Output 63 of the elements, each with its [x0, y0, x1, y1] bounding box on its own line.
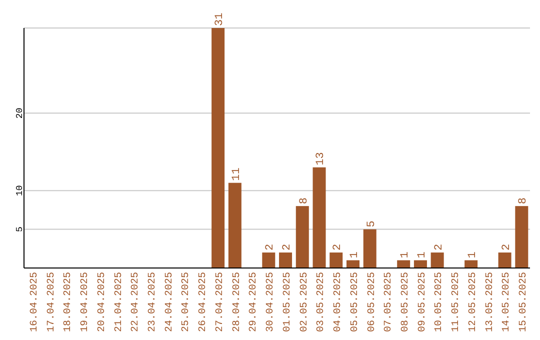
- x-tick-label: 06.05.2025: [366, 272, 378, 332]
- bar: [430, 252, 444, 268]
- x-tick-label: 24.04.2025: [164, 272, 176, 332]
- x-tick-label: 22.04.2025: [130, 272, 142, 332]
- x-tick-label: 01.05.2025: [282, 272, 294, 332]
- bar: [330, 252, 343, 268]
- data-label: 8: [518, 197, 530, 204]
- x-tick-label: 09.05.2025: [417, 272, 428, 332]
- bar: [397, 260, 410, 268]
- y-tick-label: 10: [15, 185, 25, 196]
- y-tick-label: 5: [15, 226, 25, 232]
- bar: [515, 206, 528, 268]
- x-tick-label: 23.04.2025: [148, 272, 158, 332]
- bar: [363, 229, 376, 268]
- data-label: 31: [214, 12, 226, 26]
- data-label: 2: [332, 244, 344, 251]
- data-label: 11: [230, 167, 243, 181]
- x-tick-label: 11.05.2025: [451, 272, 462, 332]
- x-tick-label: 29.04.2025: [248, 272, 260, 332]
- data-label: 1: [348, 251, 361, 258]
- data-label: 1: [416, 251, 428, 258]
- x-tick-label: 19.04.2025: [80, 272, 92, 332]
- data-label: 1: [400, 251, 412, 258]
- data-label: 2: [433, 244, 446, 251]
- y-tick-label: 20: [15, 108, 25, 119]
- x-tick-label: 18.04.2025: [63, 272, 74, 332]
- x-tick-label: 13.05.2025: [484, 272, 496, 332]
- x-tick-label: 30.04.2025: [266, 272, 277, 332]
- bar: [296, 206, 309, 268]
- x-tick-label: 26.04.2025: [198, 272, 210, 332]
- x-tick-label: 15.05.2025: [518, 272, 530, 332]
- x-tick-label: 21.04.2025: [114, 272, 125, 332]
- bar: [498, 252, 512, 268]
- x-tick-label: 25.04.2025: [181, 272, 192, 332]
- x-tick-label: 28.04.2025: [232, 272, 243, 332]
- x-tick-label: 27.04.2025: [214, 272, 226, 332]
- data-label: 2: [264, 244, 277, 251]
- bar: [228, 182, 242, 268]
- bar: [312, 167, 326, 268]
- x-tick-label: 08.05.2025: [400, 272, 412, 332]
- x-tick-label: 17.04.2025: [46, 272, 58, 332]
- x-tick-label: 02.05.2025: [299, 272, 310, 332]
- data-label: 2: [500, 244, 513, 251]
- x-tick-label: 20.04.2025: [96, 272, 108, 332]
- x-tick-label: 07.05.2025: [384, 272, 395, 332]
- data-label: 13: [315, 152, 328, 166]
- x-tick-label: 04.05.2025: [333, 272, 344, 332]
- data-label: 2: [282, 244, 294, 251]
- data-label: 5: [366, 220, 378, 228]
- bar: [262, 252, 276, 268]
- x-tick-label: 12.05.2025: [468, 272, 479, 332]
- data-label: 8: [298, 197, 310, 204]
- bar: [212, 28, 225, 268]
- x-tick-label: 05.05.2025: [350, 272, 361, 332]
- bar: [414, 260, 427, 268]
- data-label: 1: [467, 251, 480, 258]
- x-tick-label: 10.05.2025: [434, 272, 446, 332]
- bar: [346, 260, 360, 268]
- x-tick-label: 16.04.2025: [29, 272, 40, 332]
- x-tick-label: 14.05.2025: [502, 272, 513, 332]
- x-tick-label: 03.05.2025: [316, 272, 328, 332]
- bar: [279, 252, 292, 268]
- bar: [464, 260, 478, 268]
